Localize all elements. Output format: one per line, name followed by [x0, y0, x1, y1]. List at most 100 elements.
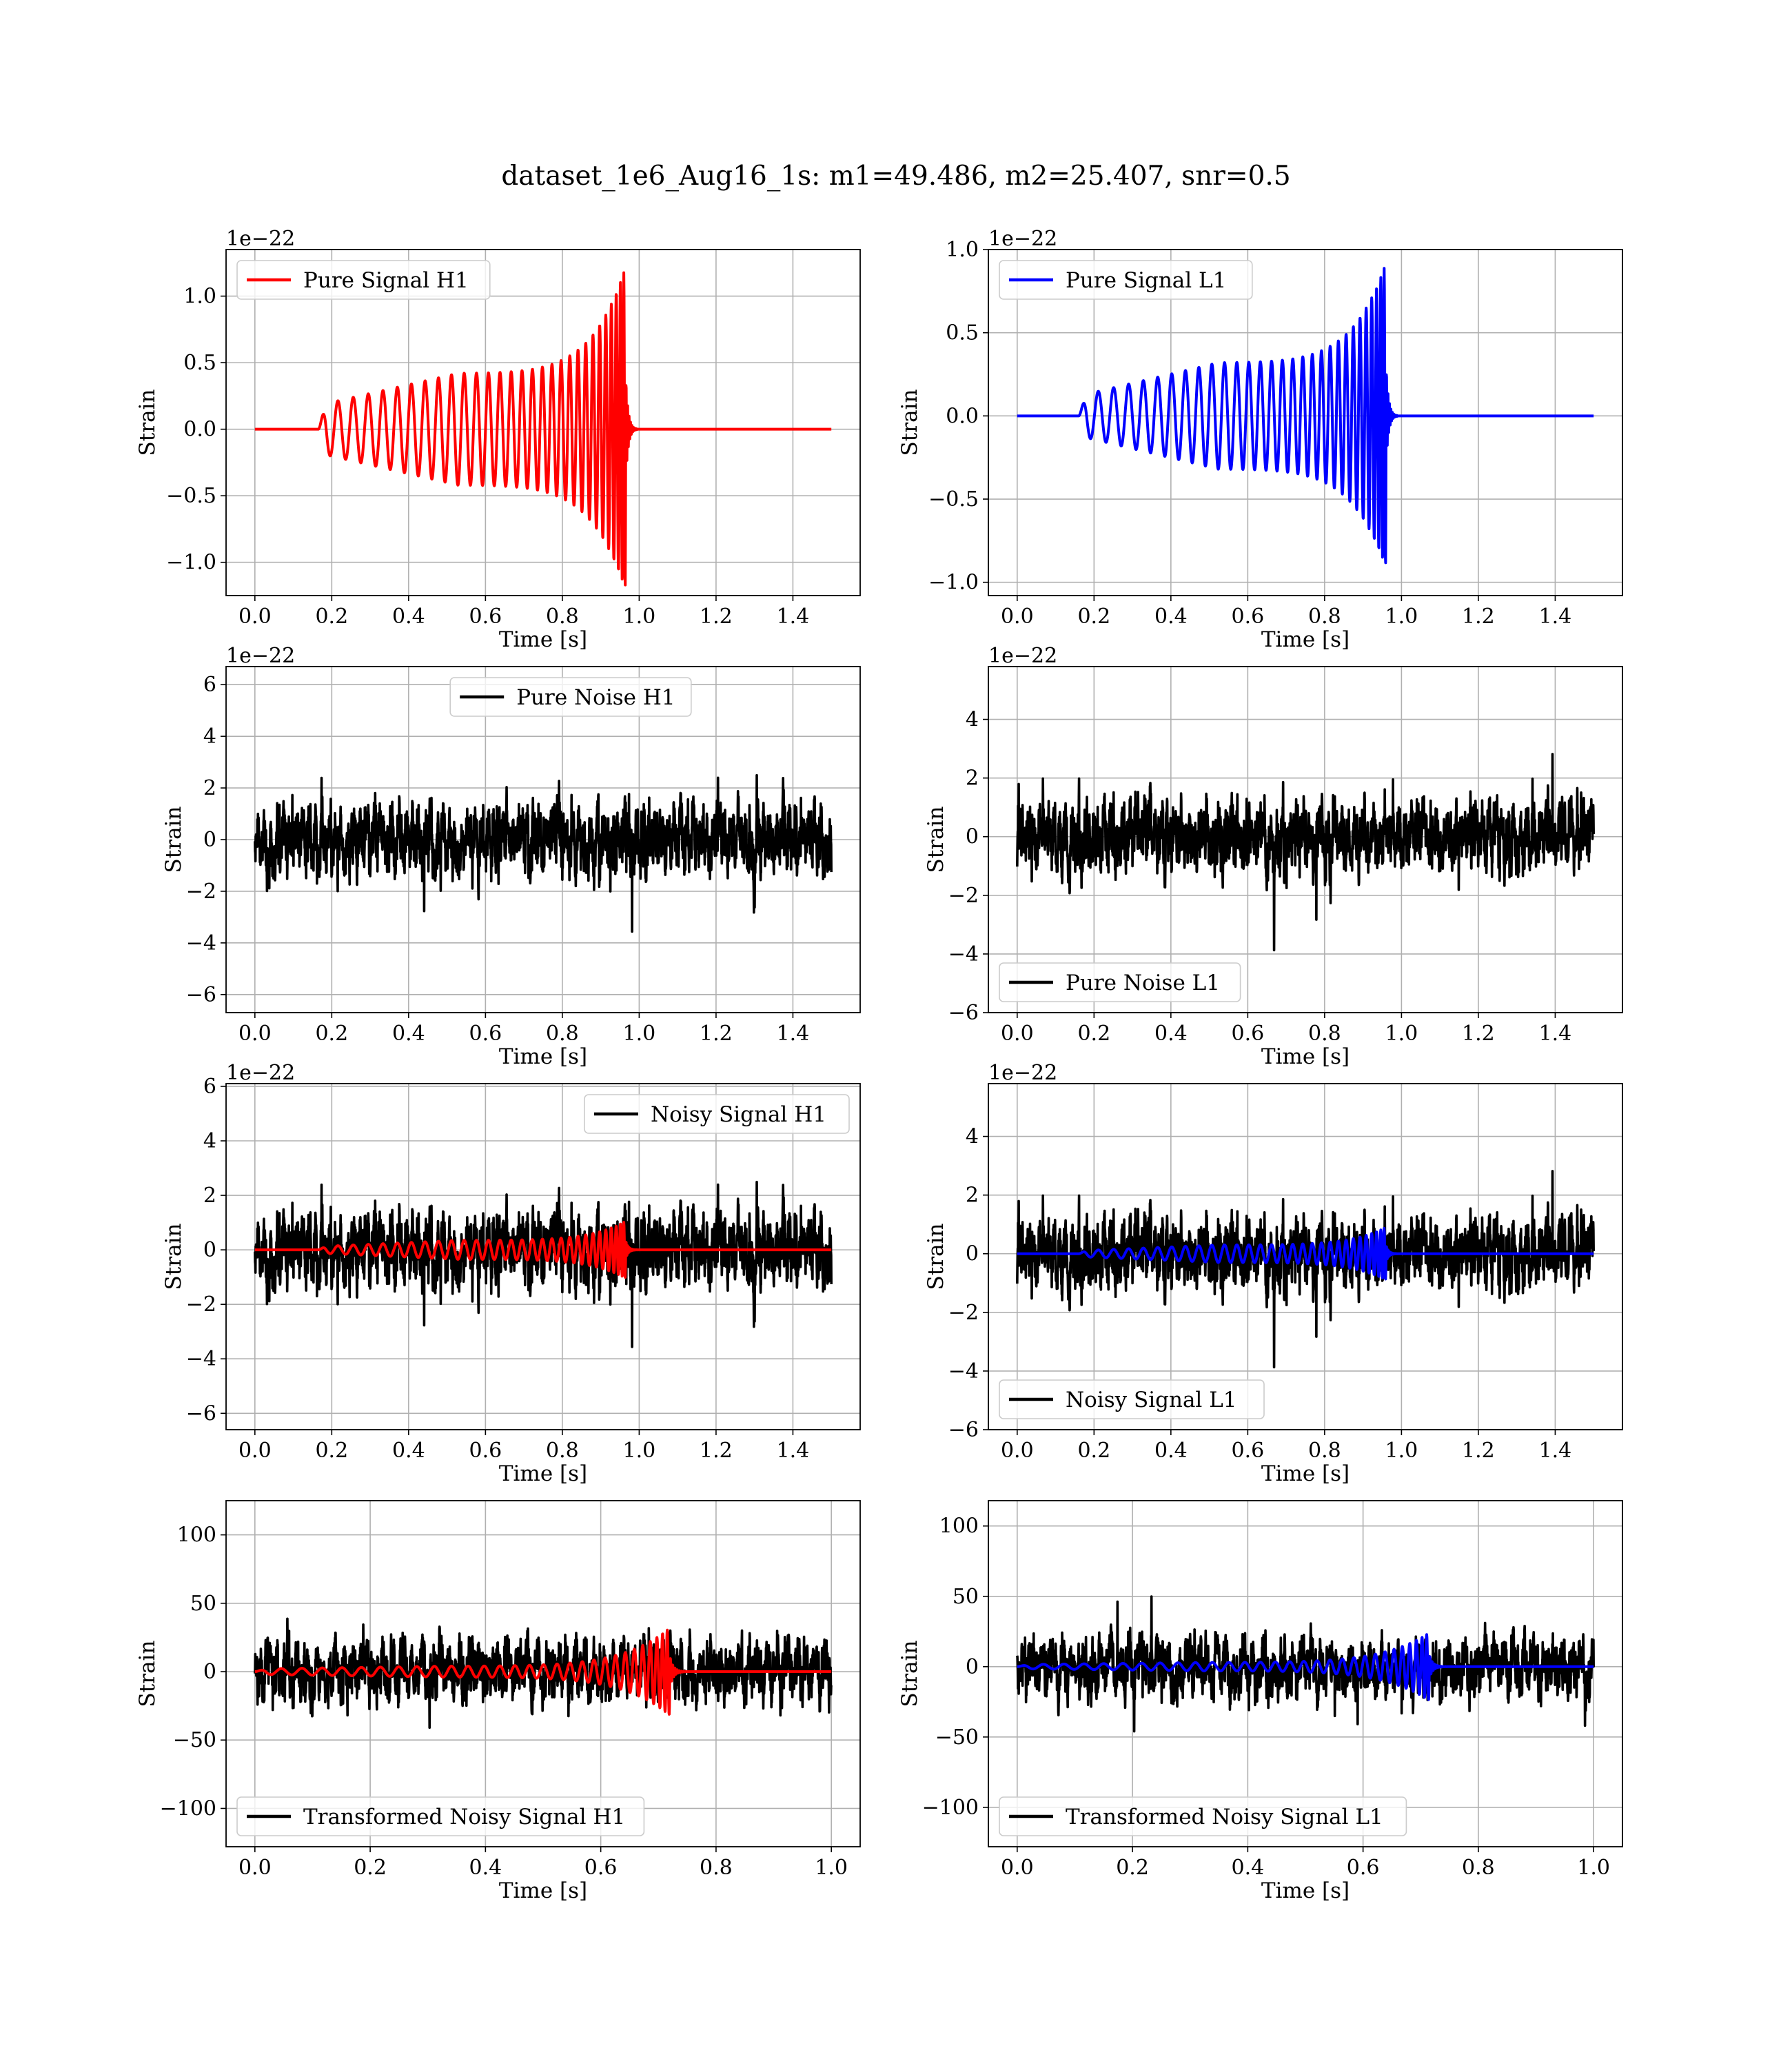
x-tick-label: 0.8: [1308, 1439, 1341, 1463]
y-offset-text: 1e−22: [988, 1061, 1057, 1085]
y-offset-text: 1e−22: [988, 227, 1057, 251]
noise-line-1: [1016, 753, 1595, 952]
subplot-6: 0.0 0.2 0.4 0.6 0.8 1.0 1.2 1.4 −6 −4 −2 0 2 4 1e−22 Ti…: [924, 1061, 1623, 1486]
legend: Pure Noise H1: [449, 677, 692, 717]
axes-frame: [988, 666, 1623, 1013]
subplot-1: 0.0 0.2 0.4 0.6 0.8 1.0 1.2 1.4 −1.0 −0.5 0.0 0.5 1.…: [135, 227, 861, 652]
legend-frame: [449, 677, 692, 717]
legend-label: Pure Signal H1: [303, 268, 469, 293]
legend: Pure Signal H1: [236, 260, 491, 300]
subplot-2: 0.0 0.2 0.4 0.6 0.8 1.0 1.2 1.4 −1.0 −0.5 0.0 0.5 1.…: [897, 227, 1623, 652]
y-tick-label: −4: [948, 1359, 979, 1383]
x-tick-label: 0.4: [392, 1439, 425, 1463]
signal-line-1: [254, 271, 833, 587]
noise-line-1: [254, 1180, 833, 1348]
x-tick-label: 0.0: [238, 1439, 272, 1463]
legend-label: Noisy Signal H1: [651, 1102, 826, 1127]
x-tick-label: 1.2: [700, 1022, 733, 1046]
legend-label: Pure Noise H1: [516, 685, 675, 710]
subplot-4: 0.0 0.2 0.4 0.6 0.8 1.0 1.2 1.4 −6 −4 −2 0 2 4 1e−22 Ti…: [924, 644, 1623, 1069]
y-tick-label: −2: [948, 884, 979, 908]
series-group: [1016, 1595, 1595, 1733]
x-tick-label: 1.0: [623, 1439, 656, 1463]
legend: Noisy Signal L1: [999, 1379, 1265, 1419]
axes-frame: [225, 1083, 861, 1430]
series-group: [1016, 267, 1595, 565]
x-tick-label: 1.0: [623, 605, 656, 629]
x-tick-label: 0.2: [1077, 1022, 1110, 1046]
x-tick-label: 1.4: [1539, 1439, 1572, 1463]
panels: 0.0 0.2 0.4 0.6 0.8 1.0 1.2 1.4 −1.0 −0.5 0.0 0.5 1.…: [135, 227, 1623, 1903]
legend-label: Pure Noise L1: [1066, 971, 1220, 995]
x-tick-label: 0.2: [1077, 605, 1110, 629]
x-tick-label: 1.2: [700, 1439, 733, 1463]
axes-frame: [988, 1083, 1623, 1430]
x-tick-label: 0.2: [315, 1439, 348, 1463]
x-tick-label: 0.8: [700, 1856, 733, 1880]
x-tick-label: 0.0: [1001, 1856, 1034, 1880]
x-tick-label: 0.8: [1308, 605, 1341, 629]
x-axis-label: Time [s]: [499, 1461, 587, 1486]
x-tick-label: 0.2: [1116, 1856, 1149, 1880]
y-tick-label: −50: [173, 1728, 216, 1752]
y-tick-label: −2: [186, 1292, 216, 1317]
x-tick-label: 1.2: [1462, 1022, 1495, 1046]
y-tick-label: 50: [190, 1592, 216, 1616]
x-axis-label: Time [s]: [1261, 1461, 1350, 1486]
y-tick-label: 0.0: [183, 418, 216, 442]
legend: Pure Noise L1: [999, 962, 1241, 1002]
x-tick-label: 0.2: [315, 605, 348, 629]
figure-title: dataset_1e6_Aug16_1s: m1=49.486, m2=25.4…: [501, 161, 1290, 192]
series-group: [254, 1617, 833, 1730]
y-tick-label: 6: [203, 1075, 216, 1099]
legend-frame: [999, 1379, 1265, 1419]
y-tick-label: −50: [935, 1725, 979, 1750]
y-axis-label: Strain: [897, 1641, 922, 1707]
axes-frame: [225, 1500, 861, 1847]
x-tick-label: 0.0: [1001, 1439, 1034, 1463]
y-tick-label: 50: [953, 1585, 979, 1609]
subplot-8: 0.0 0.2 0.4 0.6 0.8 1.0 −100 −50 0 50 100 Time [s] S…: [897, 1500, 1623, 1903]
y-axis-label: Strain: [924, 807, 948, 873]
x-tick-label: 0.0: [1001, 605, 1034, 629]
y-tick-label: 4: [203, 724, 216, 749]
x-tick-label: 1.0: [815, 1856, 848, 1880]
y-tick-label: −100: [922, 1796, 979, 1820]
y-tick-label: 0: [966, 825, 979, 849]
x-tick-label: 0.6: [584, 1856, 618, 1880]
y-tick-label: 2: [203, 1184, 216, 1208]
y-tick-label: 6: [203, 673, 216, 697]
x-tick-label: 0.6: [1232, 1439, 1265, 1463]
x-tick-label: 0.4: [469, 1856, 502, 1880]
x-tick-label: 0.2: [1077, 1439, 1110, 1463]
y-tick-label: 0: [966, 1655, 979, 1679]
x-axis-label: Time [s]: [1261, 1878, 1350, 1903]
y-axis-label: Strain: [897, 389, 922, 456]
y-axis-label: Strain: [161, 1224, 186, 1290]
y-tick-label: −0.5: [928, 487, 979, 511]
axes-frame: [988, 249, 1623, 596]
y-offset-text: 1e−22: [226, 1061, 295, 1085]
x-tick-label: 0.4: [392, 1022, 425, 1046]
legend-frame: [236, 260, 491, 300]
legend-label: Pure Signal L1: [1066, 268, 1226, 293]
x-tick-label: 1.0: [1385, 1439, 1418, 1463]
x-tick-label: 1.2: [1462, 605, 1495, 629]
legend-label: Transformed Noisy Signal L1: [1066, 1805, 1383, 1829]
y-axis-label: Strain: [135, 1641, 160, 1707]
x-tick-label: 1.4: [1539, 605, 1572, 629]
series-group: [254, 271, 833, 587]
x-tick-label: 0.4: [1154, 1439, 1188, 1463]
axes-frame: [988, 1500, 1623, 1847]
y-tick-label: 0: [966, 1242, 979, 1266]
legend-frame: [999, 962, 1241, 1002]
x-tick-label: 1.0: [1385, 1022, 1418, 1046]
x-tick-label: 0.0: [238, 1856, 272, 1880]
x-axis-label: Time [s]: [499, 627, 587, 652]
signal-line-2: [254, 1628, 833, 1716]
y-tick-label: 0: [203, 1238, 216, 1262]
x-tick-label: 0.4: [1154, 605, 1188, 629]
y-tick-label: 4: [966, 708, 979, 732]
subplot-7: 0.0 0.2 0.4 0.6 0.8 1.0 −100 −50 0 50 100 Time [s] S…: [135, 1500, 861, 1903]
x-axis-label: Time [s]: [1261, 1044, 1350, 1069]
